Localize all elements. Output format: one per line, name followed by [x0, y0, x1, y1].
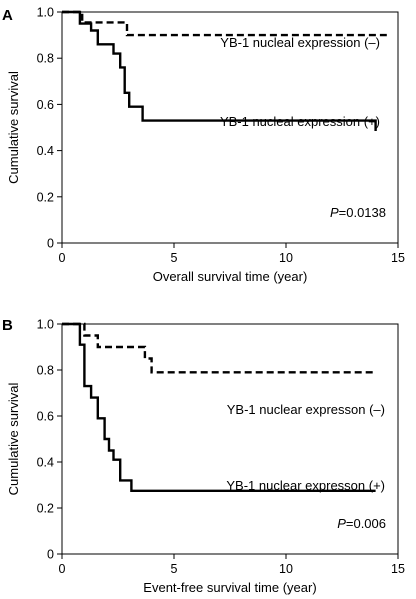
series-label: YB-1 nucleal expression (+) — [220, 114, 380, 129]
series-label: YB-1 nuclear expresson (–) — [227, 402, 385, 417]
y-tick-label: 0.8 — [37, 52, 54, 66]
y-tick-label: 0.2 — [37, 190, 54, 204]
y-tick-label: 0.8 — [37, 364, 54, 378]
panel-label: B — [2, 317, 13, 334]
survival-curve-positive — [62, 322, 376, 492]
y-tick-label: 0 — [47, 548, 54, 562]
plot-frame — [61, 11, 399, 244]
series-label: YB-1 nucleal expression (–) — [220, 35, 380, 50]
p-value: =0.0138 — [339, 205, 386, 220]
series-label: YB-1 nuclear expresson (+) — [226, 478, 385, 493]
y-tick-label: 0.6 — [37, 410, 54, 424]
y-tick-label: 0.4 — [37, 456, 54, 470]
p-symbol: P — [330, 205, 339, 220]
x-tick-label: 5 — [171, 251, 178, 265]
p-value: =0.006 — [346, 516, 386, 531]
y-tick-label: 0 — [47, 237, 54, 251]
x-tick-label: 0 — [59, 562, 66, 576]
y-tick-label: 0.2 — [37, 502, 54, 516]
panel-a: A 0 0.2 0.4 0.6 0.8 1.0 0 5 10 15 Overall survival … — [2, 6, 405, 285]
p-value-label: P=0.006 — [337, 516, 386, 531]
y-axis-title: Cumulative survival — [6, 383, 21, 496]
y-tick-label: 1.0 — [37, 318, 54, 332]
y-axis-title: Cumulative survival — [6, 71, 21, 184]
x-tick-label: 0 — [59, 251, 66, 265]
panel-label: A — [2, 7, 13, 24]
x-tick-label: 15 — [391, 251, 405, 265]
x-tick-label: 10 — [279, 562, 293, 576]
x-tick-label: 10 — [279, 251, 293, 265]
survival-curve-negative — [62, 322, 376, 374]
survival-curve-negative — [62, 10, 387, 37]
x-tick-label: 5 — [171, 562, 178, 576]
x-tick-label: 15 — [391, 562, 405, 576]
x-axis-title: Overall survival time (year) — [153, 269, 308, 284]
x-axis-title: Event-free survival time (year) — [143, 580, 316, 595]
y-tick-label: 1.0 — [37, 6, 54, 20]
panel-b: B 0 0.2 0.4 0.6 0.8 1.0 0 5 10 15 Event-free surviv… — [2, 317, 405, 595]
p-value-label: P=0.0138 — [330, 205, 386, 220]
y-tick-label: 0.6 — [37, 98, 54, 112]
p-symbol: P — [337, 516, 346, 531]
plot-frame — [61, 323, 399, 555]
y-tick-label: 0.4 — [37, 144, 54, 158]
survival-curve-positive — [62, 10, 377, 131]
